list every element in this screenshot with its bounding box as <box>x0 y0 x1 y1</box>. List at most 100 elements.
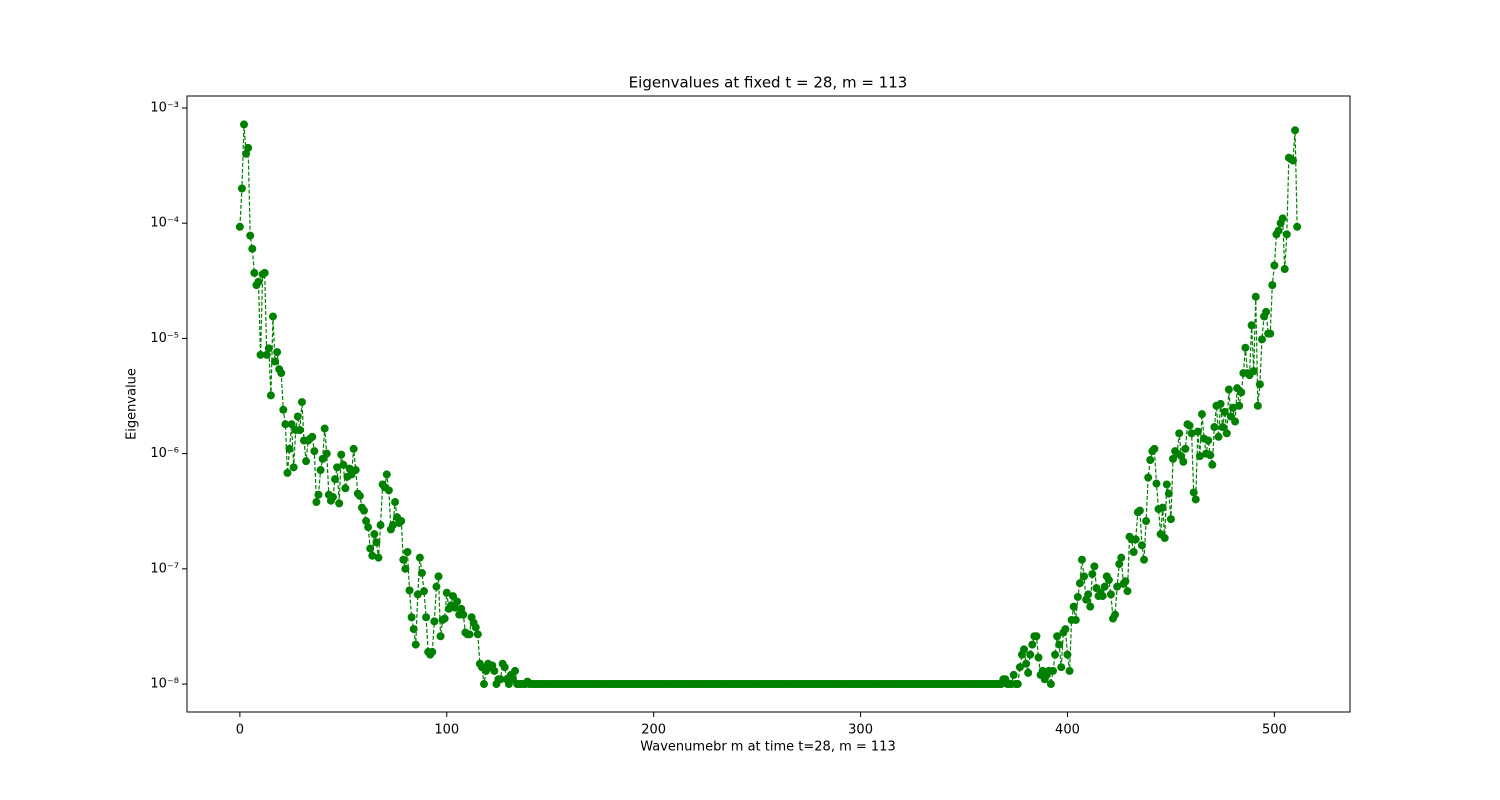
data-point <box>403 547 412 556</box>
y-tick-label: 10⁻⁷ <box>150 561 179 576</box>
data-point <box>1113 582 1122 591</box>
data-point <box>1152 479 1161 488</box>
data-point <box>1086 602 1095 611</box>
chart-title: Eigenvalues at fixed t = 28, m = 113 <box>629 74 908 92</box>
data-point <box>471 623 480 632</box>
y-tick-label: 10⁻⁸ <box>150 677 179 692</box>
data-point <box>413 590 422 599</box>
data-point <box>1204 436 1213 445</box>
data-point <box>1053 632 1062 641</box>
data-point <box>262 350 271 359</box>
data-point <box>310 447 319 456</box>
data-point <box>1015 663 1024 672</box>
data-point <box>1063 650 1072 659</box>
data-point <box>349 444 358 453</box>
data-point <box>1121 577 1130 586</box>
data-point <box>1162 480 1171 489</box>
data-point <box>1237 388 1246 397</box>
data-point <box>1065 666 1074 675</box>
data-point <box>1073 592 1082 601</box>
data-point <box>283 468 292 477</box>
x-tick-label: 300 <box>848 723 873 738</box>
data-point <box>281 420 290 429</box>
data-point <box>237 184 246 193</box>
data-point <box>328 493 337 502</box>
y-tick-label: 10⁻⁵ <box>150 331 179 346</box>
data-point <box>1160 534 1169 543</box>
data-point <box>240 120 249 129</box>
data-point <box>1216 399 1225 408</box>
data-point <box>1117 553 1126 562</box>
data-point <box>407 613 416 622</box>
data-point <box>1187 429 1196 438</box>
data-point <box>1142 517 1151 526</box>
data-point <box>1274 226 1283 235</box>
data-point <box>316 466 325 475</box>
data-point <box>1135 506 1144 515</box>
data-point <box>1266 329 1275 338</box>
data-point <box>1077 555 1086 564</box>
data-point <box>1028 640 1037 649</box>
data-point <box>409 625 418 634</box>
y-tick-label: 10⁻³ <box>150 100 179 115</box>
data-point <box>397 517 406 526</box>
data-point <box>1034 653 1043 662</box>
data-point <box>271 357 280 366</box>
data-point <box>264 344 273 353</box>
data-point <box>1228 403 1237 412</box>
data-point <box>1189 488 1198 497</box>
data-point <box>293 412 302 421</box>
data-point <box>1191 495 1200 504</box>
data-point <box>1164 489 1173 498</box>
data-point <box>1090 562 1099 571</box>
data-point <box>1013 680 1022 689</box>
data-point <box>382 470 391 479</box>
data-point <box>1179 457 1188 466</box>
data-point <box>337 450 346 459</box>
data-point <box>1224 385 1233 394</box>
data-point <box>372 538 381 547</box>
data-point <box>1022 659 1031 668</box>
data-point <box>1106 590 1115 599</box>
data-point <box>1009 670 1018 679</box>
data-point <box>473 630 482 639</box>
data-point <box>1123 587 1132 596</box>
data-point <box>384 486 393 495</box>
data-point <box>1255 380 1264 389</box>
y-tick-label: 10⁻⁴ <box>150 216 179 231</box>
data-point <box>362 517 371 526</box>
data-point <box>1262 307 1271 316</box>
data-point <box>244 143 253 152</box>
data-point <box>364 523 373 532</box>
x-tick-label: 200 <box>641 723 666 738</box>
data-point <box>1104 575 1113 584</box>
data-point <box>465 630 474 639</box>
data-point <box>405 586 414 595</box>
data-point <box>1278 214 1287 223</box>
data-point <box>277 369 286 378</box>
data-point <box>1257 335 1266 344</box>
data-point <box>442 588 451 597</box>
y-axis-label: Eigenvalue <box>125 368 140 440</box>
data-point <box>1235 401 1244 410</box>
data-point <box>391 498 400 507</box>
data-point <box>1137 541 1146 550</box>
data-point <box>500 663 509 672</box>
data-point <box>370 530 379 539</box>
data-point <box>360 506 369 515</box>
data-point <box>331 475 340 484</box>
data-point <box>312 498 321 507</box>
x-tick-label: 400 <box>1055 723 1080 738</box>
x-tick-label: 0 <box>236 723 244 738</box>
data-point <box>1270 261 1279 270</box>
x-tick-label: 100 <box>434 723 459 738</box>
data-point <box>432 582 441 591</box>
data-point <box>1241 343 1250 352</box>
data-point <box>314 490 323 499</box>
data-point <box>1220 407 1229 416</box>
data-point <box>1288 156 1297 165</box>
data-point <box>1253 401 1262 410</box>
data-point <box>366 544 375 553</box>
